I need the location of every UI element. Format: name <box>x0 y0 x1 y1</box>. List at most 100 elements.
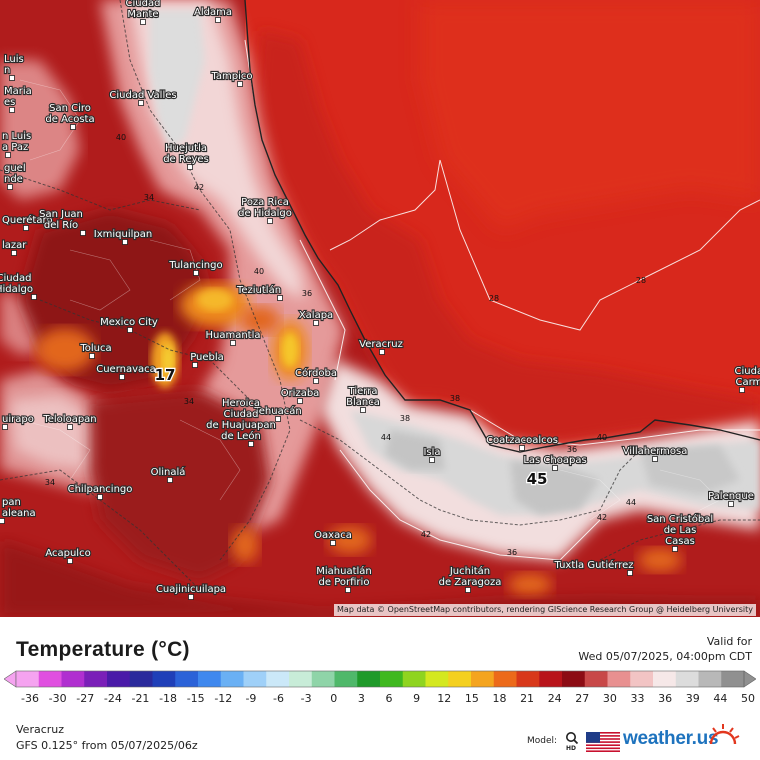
city-marker[interactable]: Tampico <box>209 70 254 87</box>
city-marker[interactable]: Tulancingo <box>167 259 224 276</box>
city-marker[interactable]: Toluca <box>78 342 113 359</box>
city-dot <box>167 477 173 483</box>
city-marker[interactable]: Mexico City <box>99 316 159 333</box>
colorbar-tick-label: 15 <box>464 692 479 705</box>
city-label: Palenque <box>708 491 754 502</box>
colorbar-swatch <box>289 671 313 687</box>
city-dot <box>2 424 8 430</box>
city-marker[interactable]: Luis n <box>3 53 25 81</box>
city-label: pan aleana <box>2 497 36 519</box>
city-layer: Ciudad Mante Aldama Tampico Luis n Maria es Ciud… <box>0 0 760 600</box>
city-dot <box>345 587 351 593</box>
city-dot <box>5 152 11 158</box>
city-marker[interactable]: Cuajinicuilapa <box>155 583 227 600</box>
gulf-coastal-band <box>255 30 760 450</box>
colorbar-ticks: -36 -30 -27 -24 -21 -18 -15 -12 -9 -6 -3 0 3 6 9 12 15 18… <box>0 692 760 708</box>
city-marker[interactable]: Isla <box>422 446 442 463</box>
city-marker[interactable]: Acapulco <box>44 547 92 564</box>
city-marker[interactable]: Heroica Ciudad de Huajuapan de León <box>205 397 277 447</box>
city-marker[interactable]: Poza Rica de Hidalgo <box>237 196 293 224</box>
colorbar-swatch <box>16 671 40 687</box>
state-borders <box>0 0 760 591</box>
legend-title: Temperature (°C) <box>16 638 190 661</box>
city-marker[interactable]: Aldama <box>193 6 233 23</box>
colorbar-tick-label: -3 <box>300 692 312 705</box>
city-marker[interactable]: CiudadCarme <box>733 365 760 393</box>
city-marker[interactable]: Chilpancingo <box>67 483 133 500</box>
city-marker[interactable]: Tehuacán <box>252 404 303 422</box>
city-marker[interactable]: pan aleana <box>0 496 37 524</box>
city-marker[interactable]: uirapo <box>1 413 35 430</box>
city-marker[interactable]: Córdoba <box>294 366 338 384</box>
city-marker[interactable]: Juchitán de Zaragoza <box>438 564 502 593</box>
city-label: Chilpancingo <box>68 484 133 495</box>
legend-panel <box>0 617 760 760</box>
colorbar-swatch <box>448 671 472 687</box>
city-marker[interactable]: Maria es <box>3 85 33 113</box>
contour-label: 34 <box>144 193 154 202</box>
city-marker[interactable]: Palenque <box>707 490 755 507</box>
city-label: Oaxaca <box>314 530 352 541</box>
city-marker[interactable]: Las Choapas <box>522 454 588 471</box>
weather-us-logo[interactable]: weather.us <box>623 728 719 749</box>
city-marker[interactable]: Tierra Blanca <box>345 385 381 413</box>
city-dot <box>9 75 15 81</box>
city-marker[interactable]: Tuxtla Gutiérrez <box>552 558 635 576</box>
city-marker[interactable]: Ciudad Mante <box>124 0 162 25</box>
colorbar-swatch <box>38 671 62 687</box>
city-dot <box>31 294 37 300</box>
city-dot <box>672 546 678 552</box>
extreme-value-label: 45 <box>527 470 548 488</box>
city-dot <box>140 19 146 25</box>
svg-text:HD: HD <box>566 745 576 751</box>
hd-search-icon[interactable]: HD <box>565 731 579 751</box>
city-marker[interactable]: n Luis a Paz <box>1 130 32 158</box>
colorbar-tick-label: 9 <box>413 692 421 705</box>
city-marker[interactable]: Querétaro <box>1 213 54 231</box>
city-dot <box>230 340 236 346</box>
highland-cool-spots <box>35 283 682 597</box>
colorbar-tick-label: -18 <box>159 692 178 705</box>
city-marker[interactable]: Huejutla de Reyes <box>162 142 210 170</box>
colorbar-swatch <box>653 671 677 687</box>
city-marker[interactable]: Ixmiquilpan <box>93 228 153 245</box>
city-marker[interactable]: Miahuatlán de Porfirio <box>315 564 373 593</box>
city-marker[interactable]: guel nde <box>3 162 27 190</box>
city-marker[interactable]: Veracruz <box>358 338 404 355</box>
city-marker[interactable]: Teziutlán <box>235 283 283 301</box>
city-dot <box>193 270 199 276</box>
city-marker[interactable]: CiudadHidalgo <box>0 272 37 300</box>
city-label: Huamantla <box>205 330 260 341</box>
city-marker[interactable]: San Juan del Río <box>38 208 86 236</box>
city-label: Luis n <box>4 54 24 76</box>
contour-label: 36 <box>507 548 517 557</box>
city-marker[interactable]: lazar <box>1 239 28 256</box>
city-marker[interactable]: Orizaba <box>280 387 320 404</box>
city-marker[interactable]: Puebla <box>189 351 225 368</box>
city-label: Querétaro <box>2 214 52 226</box>
colorbar-swatch <box>175 671 199 687</box>
city-marker[interactable]: San Cristóbal de Las Casas <box>646 512 714 552</box>
city-label: Heroica Ciudad de Huajuapan de León <box>206 398 276 442</box>
city-dot <box>215 17 221 23</box>
city-marker[interactable]: Ciudad Valles <box>108 89 178 106</box>
city-marker[interactable]: Coatzacoalcos <box>485 434 559 451</box>
city-label: Puebla <box>190 352 224 363</box>
city-marker[interactable]: Villahermosa <box>622 445 688 462</box>
city-marker[interactable]: Cuernavaca <box>95 363 157 380</box>
city-label: Huejutla de Reyes <box>163 143 209 165</box>
city-marker[interactable]: San Ciro de Acosta <box>44 102 96 130</box>
city-marker[interactable]: Xalapa <box>298 309 334 326</box>
temperature-map[interactable]: Ciudad Mante Aldama Tampico Luis n Maria es Ciud… <box>0 0 760 617</box>
colorbar-swatch <box>198 671 222 687</box>
map-attribution[interactable]: Map data © OpenStreetMap contributors, r… <box>334 604 756 616</box>
city-label: Veracruz <box>359 339 403 350</box>
colorbar-swatch <box>84 671 108 687</box>
city-marker[interactable]: Huamantla <box>204 329 262 346</box>
city-marker[interactable]: Teloloapan <box>41 413 98 430</box>
city-label: Aldama <box>194 7 232 18</box>
city-dot <box>297 398 303 404</box>
city-marker[interactable]: Oaxaca <box>313 529 353 546</box>
city-label: n Luis a Paz <box>2 131 31 153</box>
city-marker[interactable]: Olinalá <box>149 465 187 483</box>
